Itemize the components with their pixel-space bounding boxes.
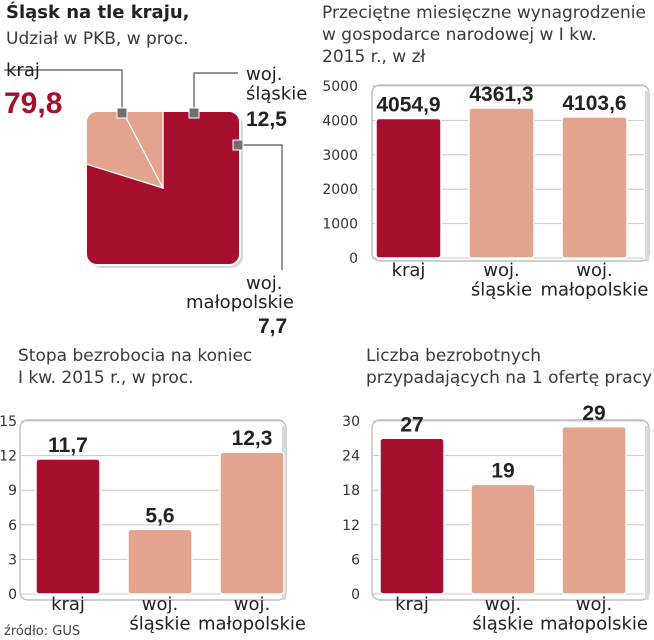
pie-slices bbox=[86, 111, 240, 265]
pie-value-slaskie: 12,5 bbox=[246, 108, 287, 131]
chart1-ytick-4: 4000 bbox=[322, 113, 358, 129]
pie-slice-2 bbox=[86, 111, 164, 189]
chart1-value-label-0: 4054,9 bbox=[376, 94, 440, 117]
chart1-category-1: woj. śląskie bbox=[471, 260, 532, 300]
pie-title: Śląsk na tle kraju, bbox=[6, 2, 190, 23]
chart2-ytick-5: 15 bbox=[0, 414, 17, 430]
chart1-bar-1 bbox=[468, 107, 535, 259]
chart2-ytick-0: 0 bbox=[8, 587, 17, 603]
source-note: źródło: GUS bbox=[4, 624, 80, 639]
chart1-bar-0 bbox=[375, 117, 442, 259]
pie-callout-marker-0 bbox=[116, 107, 128, 119]
pie-callout-marker-2 bbox=[232, 139, 244, 151]
chart3-ytick-4: 24 bbox=[342, 449, 360, 465]
chart1-value-label-2: 4103,6 bbox=[562, 92, 626, 115]
chart3-category-2: woj. małopolskie bbox=[540, 594, 648, 634]
chart2-value-label-1: 5,6 bbox=[145, 504, 174, 527]
pie-slice-0 bbox=[86, 111, 240, 265]
chart2-category-1: woj. śląskie bbox=[129, 594, 190, 634]
offers-chart-title: Liczba bezrobotnych przypadających na 1 … bbox=[366, 346, 653, 388]
chart3-value-label-0: 27 bbox=[400, 413, 423, 436]
pie-label-slaskie: woj. śląskie bbox=[246, 64, 307, 104]
chart2-ytick-4: 12 bbox=[0, 449, 17, 465]
chart3-ytick-2: 12 bbox=[342, 518, 360, 534]
chart3-bar-1 bbox=[470, 483, 536, 595]
chart1-bar-2 bbox=[561, 116, 628, 259]
chart3-ytick-1: 6 bbox=[351, 552, 360, 568]
pie-label-malopolskie-2: małopolskie bbox=[186, 292, 294, 313]
chart3-value-label-2: 29 bbox=[582, 402, 605, 425]
chart2-category-2: woj. małopolskie bbox=[198, 594, 306, 634]
pie-slice-1 bbox=[86, 111, 165, 190]
chart3-category-0: kraj bbox=[395, 594, 429, 615]
pie-label-malopolskie-1: woj. bbox=[246, 273, 282, 294]
chart2-value-label-2: 12,3 bbox=[232, 427, 273, 450]
chart2-value-label-0: 11,7 bbox=[48, 434, 88, 457]
pie-frame bbox=[85, 110, 241, 266]
chart3-ytick-5: 30 bbox=[342, 414, 360, 430]
chart2-bar-2 bbox=[219, 451, 285, 595]
chart3-bar-0 bbox=[379, 437, 445, 595]
chart2-ytick-1: 3 bbox=[8, 552, 17, 568]
chart2-category-0: kraj bbox=[51, 594, 85, 615]
chart1-ytick-5: 5000 bbox=[322, 79, 358, 95]
wage-chart-title: Przeciętne miesięczne wynagrodzenie w go… bbox=[322, 3, 646, 67]
chart2-ytick-3: 9 bbox=[8, 483, 17, 499]
chart2-bar-1 bbox=[127, 528, 193, 595]
chart1-ytick-1: 1000 bbox=[322, 217, 358, 233]
pie-label-kraj: kraj bbox=[6, 60, 40, 81]
unemployment-chart-title: Stopa bezrobocia na koniec I kw. 2015 r.… bbox=[18, 346, 253, 388]
chart3-bar-2 bbox=[561, 426, 627, 595]
chart1-panel-shadow bbox=[645, 91, 649, 261]
pie-value-malopolskie: 7,7 bbox=[258, 315, 287, 338]
chart1-category-2: woj. małopolskie bbox=[540, 260, 648, 300]
chart3-panel-shadow bbox=[645, 426, 649, 600]
chart3-value-label-1: 19 bbox=[491, 459, 514, 482]
pie-value-kraj: 79,8 bbox=[4, 87, 62, 120]
chart2-bar-0 bbox=[35, 458, 101, 595]
chart1-value-label-1: 4361,3 bbox=[469, 83, 533, 106]
chart3-ytick-3: 18 bbox=[342, 483, 360, 499]
chart1-ytick-0: 0 bbox=[349, 251, 358, 267]
pie-callout-line-2 bbox=[238, 144, 283, 270]
chart1-ytick-3: 3000 bbox=[322, 148, 358, 164]
pie-callout-line-1 bbox=[193, 72, 238, 113]
pie-callout-line-0 bbox=[4, 69, 123, 113]
chart1-ytick-2: 2000 bbox=[322, 182, 358, 198]
pie-callout-marker-1 bbox=[188, 107, 200, 119]
chart2-ytick-2: 6 bbox=[8, 518, 17, 534]
chart3-ytick-0: 0 bbox=[351, 587, 360, 603]
chart3-category-1: woj. śląskie bbox=[472, 594, 533, 634]
chart1-category-0: kraj bbox=[392, 260, 426, 281]
pie-subtitle: Udział w PKB, w proc. bbox=[6, 29, 189, 49]
